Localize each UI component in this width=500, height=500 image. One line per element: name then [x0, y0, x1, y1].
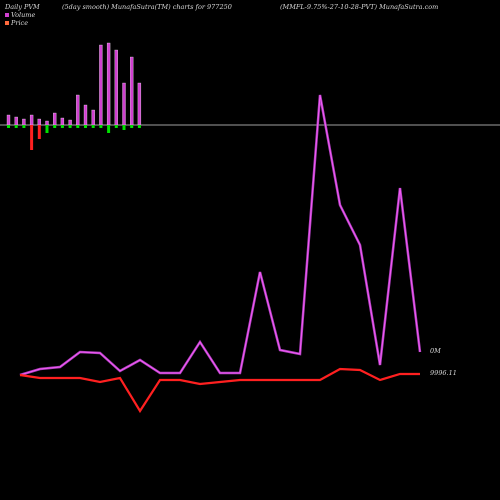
volume-bar-up — [60, 117, 65, 126]
legend-volume-swatch — [5, 13, 9, 17]
volume-bar-down — [53, 125, 57, 128]
volume-bar-up — [14, 116, 18, 126]
price-value-label: 9996.11 — [430, 369, 457, 377]
pvm-line — [19, 94, 422, 377]
price-line — [19, 367, 420, 414]
volume-bar-down — [68, 125, 72, 128]
volume-bar-down — [37, 125, 41, 139]
chart-subtitle: (5day smooth) MunafaSutra(TM) charts for… — [62, 3, 232, 11]
volume-bar-down — [91, 125, 95, 128]
legend-price-label: Price — [11, 19, 29, 27]
volume-bar-down — [30, 125, 34, 150]
volume-bar-down — [60, 125, 64, 128]
volume-bar-up — [130, 56, 134, 126]
volume-bar-down — [99, 125, 103, 128]
volume-bar-down — [76, 125, 80, 128]
volume-bar-up — [53, 112, 57, 126]
volume-bar-down — [14, 125, 18, 128]
volume-bar-down — [114, 125, 118, 128]
volume-bar-up — [83, 104, 88, 126]
volume-bar-up — [68, 119, 72, 126]
volume-bar-up — [91, 109, 95, 126]
chart-title: Daily PVM — [5, 3, 40, 11]
volume-bar-down — [107, 125, 111, 133]
legend-price-swatch — [5, 21, 9, 25]
volume-bar-up — [45, 120, 49, 126]
legend-volume: Volume — [5, 11, 35, 19]
volume-bar-down — [45, 125, 49, 133]
volume-bars — [6, 42, 142, 150]
chart-source: (MMFL-9.75%-27-10-28-PVT) MunafaSutra.co… — [280, 3, 439, 11]
volume-bar-up — [22, 118, 26, 126]
legend-volume-label: Volume — [11, 11, 36, 19]
volume-bar-up — [122, 82, 126, 126]
legend-price: Price — [5, 19, 28, 27]
volume-bar-up — [114, 49, 118, 126]
volume-bar-up — [137, 82, 142, 126]
volume-bar-up — [29, 114, 34, 126]
volume-bar-down — [130, 125, 134, 128]
volume-bar-up — [37, 118, 41, 126]
volume-bar-down — [122, 125, 126, 130]
volume-bar-down — [137, 125, 141, 128]
volume-value-label: 0M — [430, 347, 441, 355]
volume-bar-down — [22, 125, 26, 128]
pvm-line-highlight — [19, 94, 421, 376]
volume-bar-down — [7, 125, 10, 128]
volume-bar-up — [99, 44, 103, 126]
volume-bar-up — [76, 94, 80, 126]
volume-bar-up — [106, 42, 111, 126]
volume-bar-down — [84, 125, 87, 128]
volume-bar-up — [6, 114, 11, 126]
